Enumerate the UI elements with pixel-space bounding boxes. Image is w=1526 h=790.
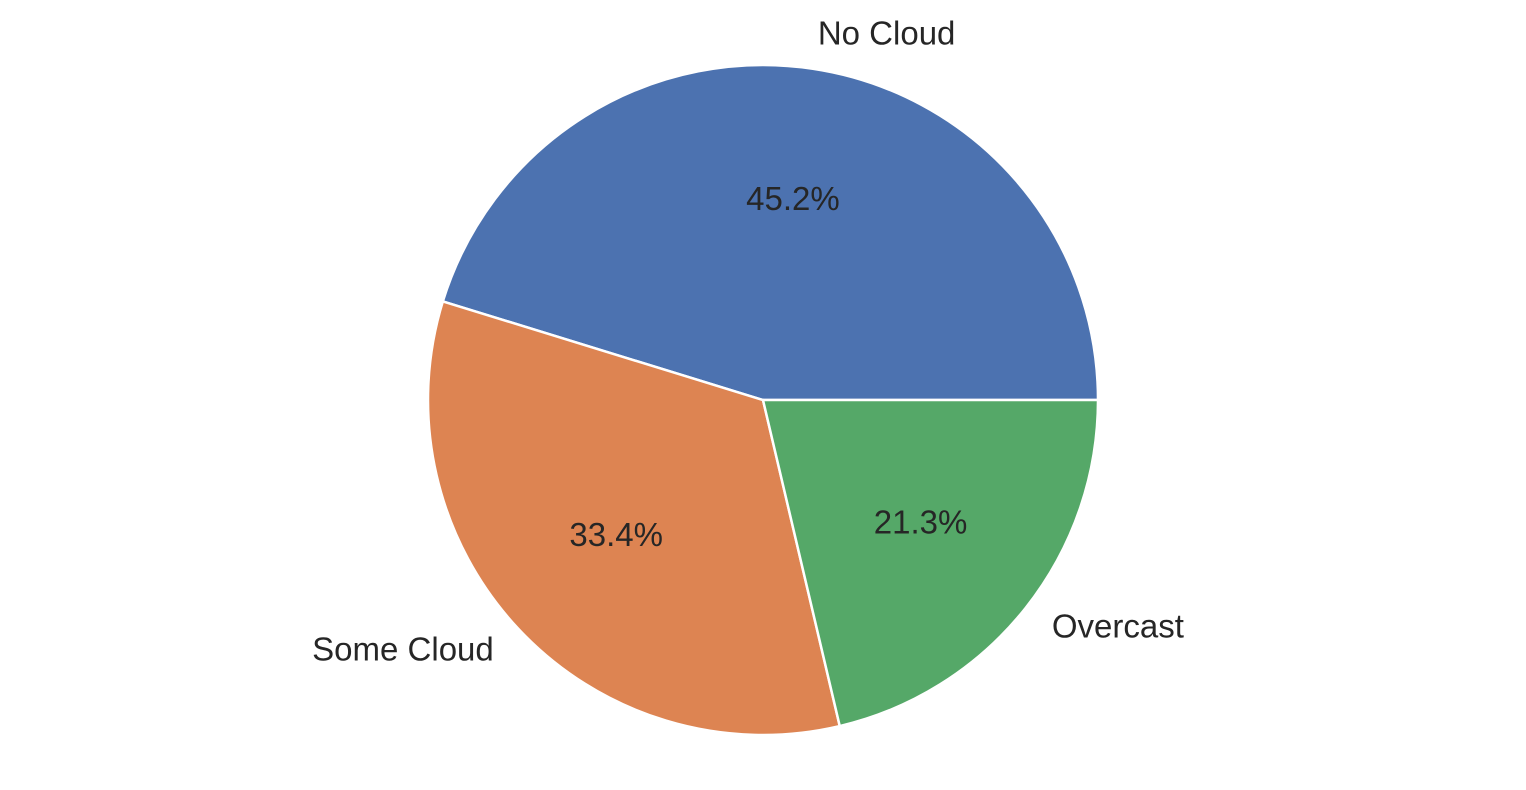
slice-label: No Cloud xyxy=(818,14,956,51)
percent-label: 45.2% xyxy=(746,180,840,217)
pie-slice xyxy=(426,300,841,737)
slice-label: Overcast xyxy=(1052,608,1184,645)
slice-label: Some Cloud xyxy=(312,630,494,667)
pie-slice xyxy=(761,398,1100,728)
percent-label: 21.3% xyxy=(874,504,968,541)
percent-label: 33.4% xyxy=(569,516,663,553)
pie-slice xyxy=(441,63,1100,402)
